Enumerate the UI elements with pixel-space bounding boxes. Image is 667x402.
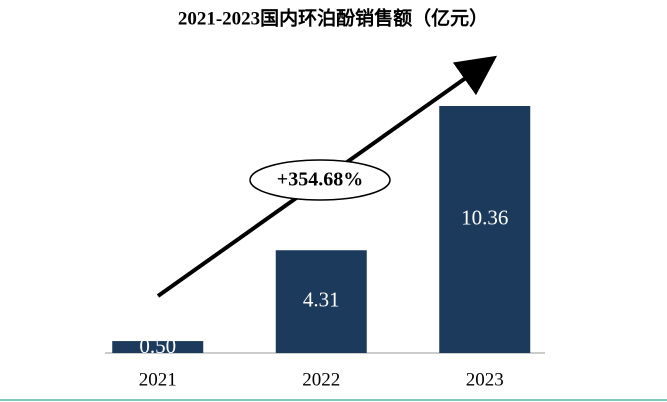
bar [112,341,204,353]
annotation: +354.68% [277,169,363,191]
x-tick-label: 2021 [139,369,177,390]
annotation-ellipse [249,159,391,201]
value-label: 10.36 [461,205,508,229]
bar [275,250,367,353]
x-tick-label: 2022 [302,369,340,390]
bar [439,106,531,353]
x-tick-label: 2023 [466,369,504,390]
value-label: 4.31 [303,287,340,311]
chart-title: 2021-2023国内环泊酚销售额（亿元） [178,6,488,29]
value-label: 0.50 [139,334,176,358]
